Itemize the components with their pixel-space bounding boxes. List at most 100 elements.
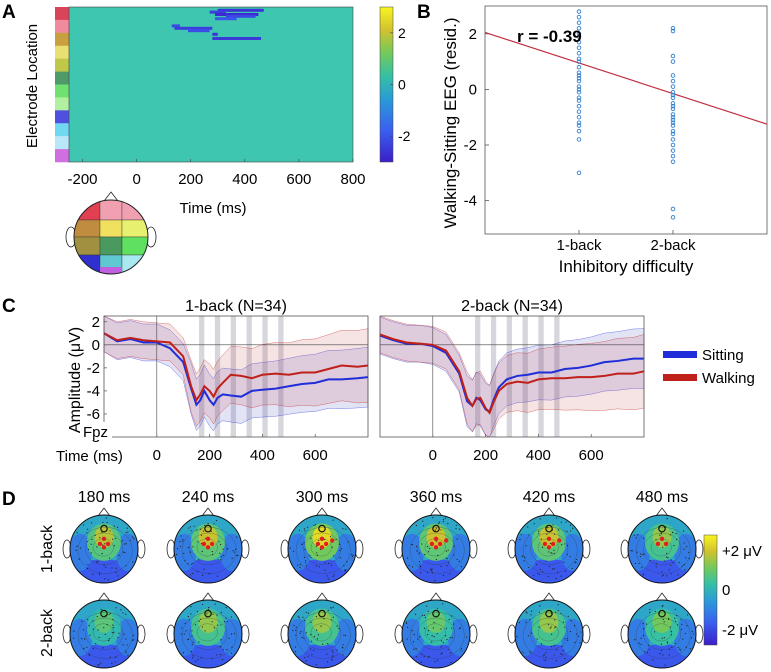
electrode-dot <box>648 649 650 651</box>
electrode-dot <box>456 538 458 540</box>
scatter-points <box>576 9 676 220</box>
topo-colorbar-label: 0 <box>722 582 730 599</box>
electrode-dot <box>216 614 218 616</box>
electrode-dot <box>672 562 674 564</box>
electrode-dot <box>132 561 134 563</box>
electrode-dot <box>318 566 320 568</box>
significant-electrode <box>209 541 215 547</box>
topo-time-label: 300 ms <box>296 489 348 506</box>
electrode-dot <box>120 609 122 611</box>
electrode-dot <box>570 620 572 622</box>
legend-swatch <box>663 351 697 358</box>
significant-electrode <box>101 545 107 550</box>
significant-window <box>475 316 481 437</box>
electrode-dot <box>213 523 215 525</box>
electrode-dot <box>94 534 96 536</box>
electrode-dot <box>190 606 192 608</box>
topo-lateral-negativity <box>628 618 651 657</box>
topo-head <box>394 507 478 584</box>
significant-cluster <box>212 32 218 36</box>
electrode-dot <box>317 634 319 636</box>
electrode-dot <box>527 526 529 528</box>
electrode-dot <box>330 619 332 621</box>
electrode-dot <box>682 638 684 640</box>
electrode-dot <box>101 552 103 555</box>
electrode-dot <box>112 624 114 626</box>
electrode-dot <box>415 648 417 650</box>
electrode-dot <box>300 630 302 633</box>
electrode-dot <box>98 636 100 639</box>
electrode-dot <box>86 532 88 534</box>
electrode-dot <box>546 527 549 529</box>
electrode-dot <box>432 517 434 519</box>
significant-electrode <box>205 536 211 541</box>
electrode-dot <box>638 642 640 644</box>
electrode-dot <box>529 618 531 621</box>
electrode-dot <box>523 560 525 562</box>
electrode-dot <box>679 648 681 650</box>
electrode-dot <box>434 529 436 531</box>
topo-outline <box>287 599 357 669</box>
electrode-dot <box>192 657 194 659</box>
electrode-dot <box>206 613 208 615</box>
topo-outline <box>627 514 697 584</box>
electrode-dot <box>643 553 645 555</box>
colorbar-tick-label: 0 <box>398 77 406 93</box>
fpz-marker <box>658 524 666 533</box>
electrode-dot <box>407 557 409 559</box>
electrode-dot <box>113 525 115 527</box>
electrode-dot <box>548 551 550 553</box>
electrode-dot <box>86 540 88 543</box>
electrode-dot <box>292 550 295 552</box>
electrode-dot <box>418 552 421 554</box>
electrode-dot <box>329 536 332 538</box>
electrode-dot <box>342 654 344 656</box>
electrode-dot <box>78 558 80 560</box>
electrode-dot <box>232 550 234 552</box>
electrode-dot <box>202 530 205 532</box>
electrode-dot <box>538 533 540 535</box>
electrode-dot <box>307 612 310 614</box>
topo-lateral-negativity <box>174 533 197 572</box>
electrode-dot <box>118 554 120 556</box>
electrode-dot <box>109 612 111 614</box>
electrode-dot <box>338 543 340 545</box>
electrode-dot <box>305 611 307 613</box>
electrode-dot <box>421 543 423 545</box>
electrode-dot <box>520 534 522 536</box>
electrode-dot <box>208 572 210 575</box>
scatter-point <box>576 51 582 56</box>
electrode-dot <box>305 560 307 562</box>
erp-subplot-2back: 0 200 400 600 <box>379 315 645 464</box>
significant-window <box>246 316 252 437</box>
topo-time-labels: 180 ms 240 ms 300 ms 360 ms 420 ms 480 ms <box>78 489 688 506</box>
electrode-dot <box>424 554 426 556</box>
x-tick-label: 200 <box>473 447 498 464</box>
electrode-dot <box>433 621 435 624</box>
topo-map <box>628 515 696 583</box>
significant-cluster <box>188 29 210 33</box>
electrode-dot <box>692 633 694 635</box>
heatmap-colorbar-ticks: 2 0 -2 <box>390 25 411 144</box>
electrode-dot <box>427 610 429 612</box>
electrode-dot <box>676 614 678 617</box>
scatter-point <box>576 45 582 50</box>
electrode-dot <box>423 627 426 629</box>
electrode-dot <box>82 629 85 631</box>
electrode-dot <box>87 619 89 621</box>
electrode-dot <box>132 634 135 636</box>
electrode-dot <box>336 625 338 627</box>
electrode-dot <box>125 565 127 567</box>
electrode-dot <box>125 650 127 652</box>
topo-contour <box>303 617 342 650</box>
heatmap-background <box>68 6 354 163</box>
electrode-dot <box>449 573 451 575</box>
electrode-dot <box>180 535 182 537</box>
electrode-dot <box>219 543 222 546</box>
electrode-dot <box>223 621 225 623</box>
electrode-dot <box>642 622 644 625</box>
significant-electrode <box>444 538 449 543</box>
electrode-dot <box>233 551 236 553</box>
electrode-dot <box>567 639 569 642</box>
electrode-dot <box>666 575 668 577</box>
